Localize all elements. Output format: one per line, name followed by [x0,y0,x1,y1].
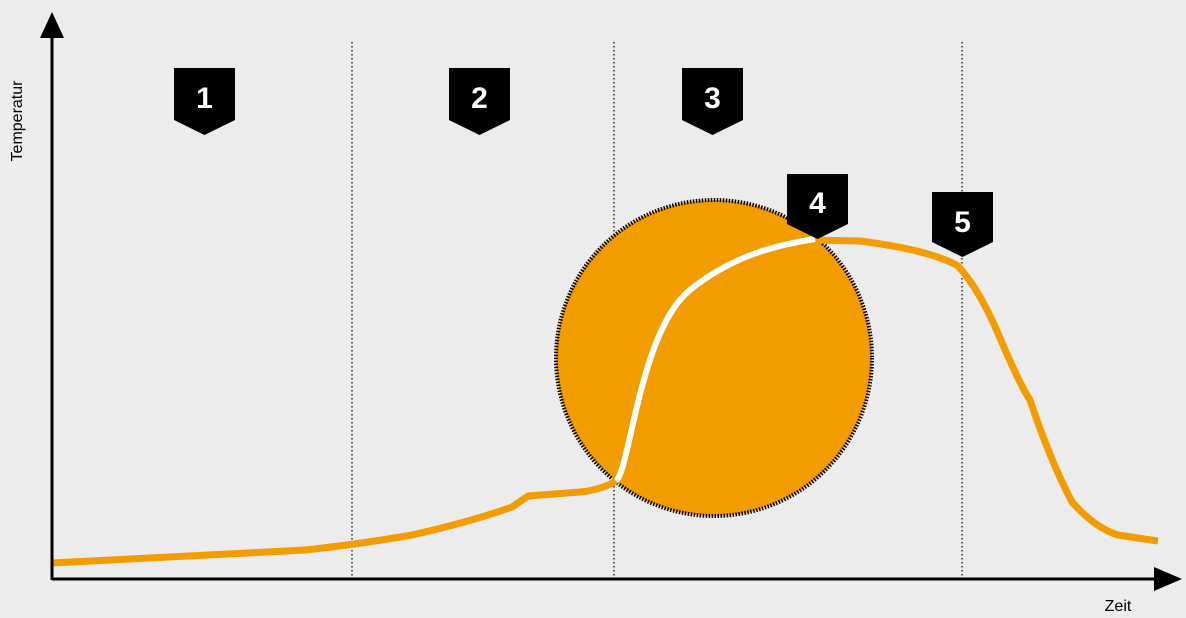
y-axis-arrow-icon [40,12,64,38]
ignition-circle [554,198,874,518]
phase-label-1: 1 [196,82,213,115]
phase-badge-2: 2 [449,68,510,135]
badge-shape [787,174,848,239]
badge-shape [174,68,235,135]
phase-badge-4: 4 [787,174,848,239]
phase-label-2: 2 [471,82,488,115]
phase-label-4: 4 [809,187,826,220]
phase-badge-3: 3 [682,68,743,135]
axes [40,12,1182,591]
phase-label-5: 5 [954,206,971,239]
badge-shape [932,192,993,257]
phase-badge-5: 5 [932,192,993,257]
phase-badge-1: 1 [174,68,235,135]
y-axis-label: Temperatur [9,80,26,162]
badge-shape [682,68,743,135]
badge-shape [449,68,510,135]
temperature-curve-highlight [613,236,816,484]
phase-label-3: 3 [704,82,721,115]
x-axis-label: Zeit [1105,598,1132,615]
x-axis-arrow-icon [1154,567,1182,591]
